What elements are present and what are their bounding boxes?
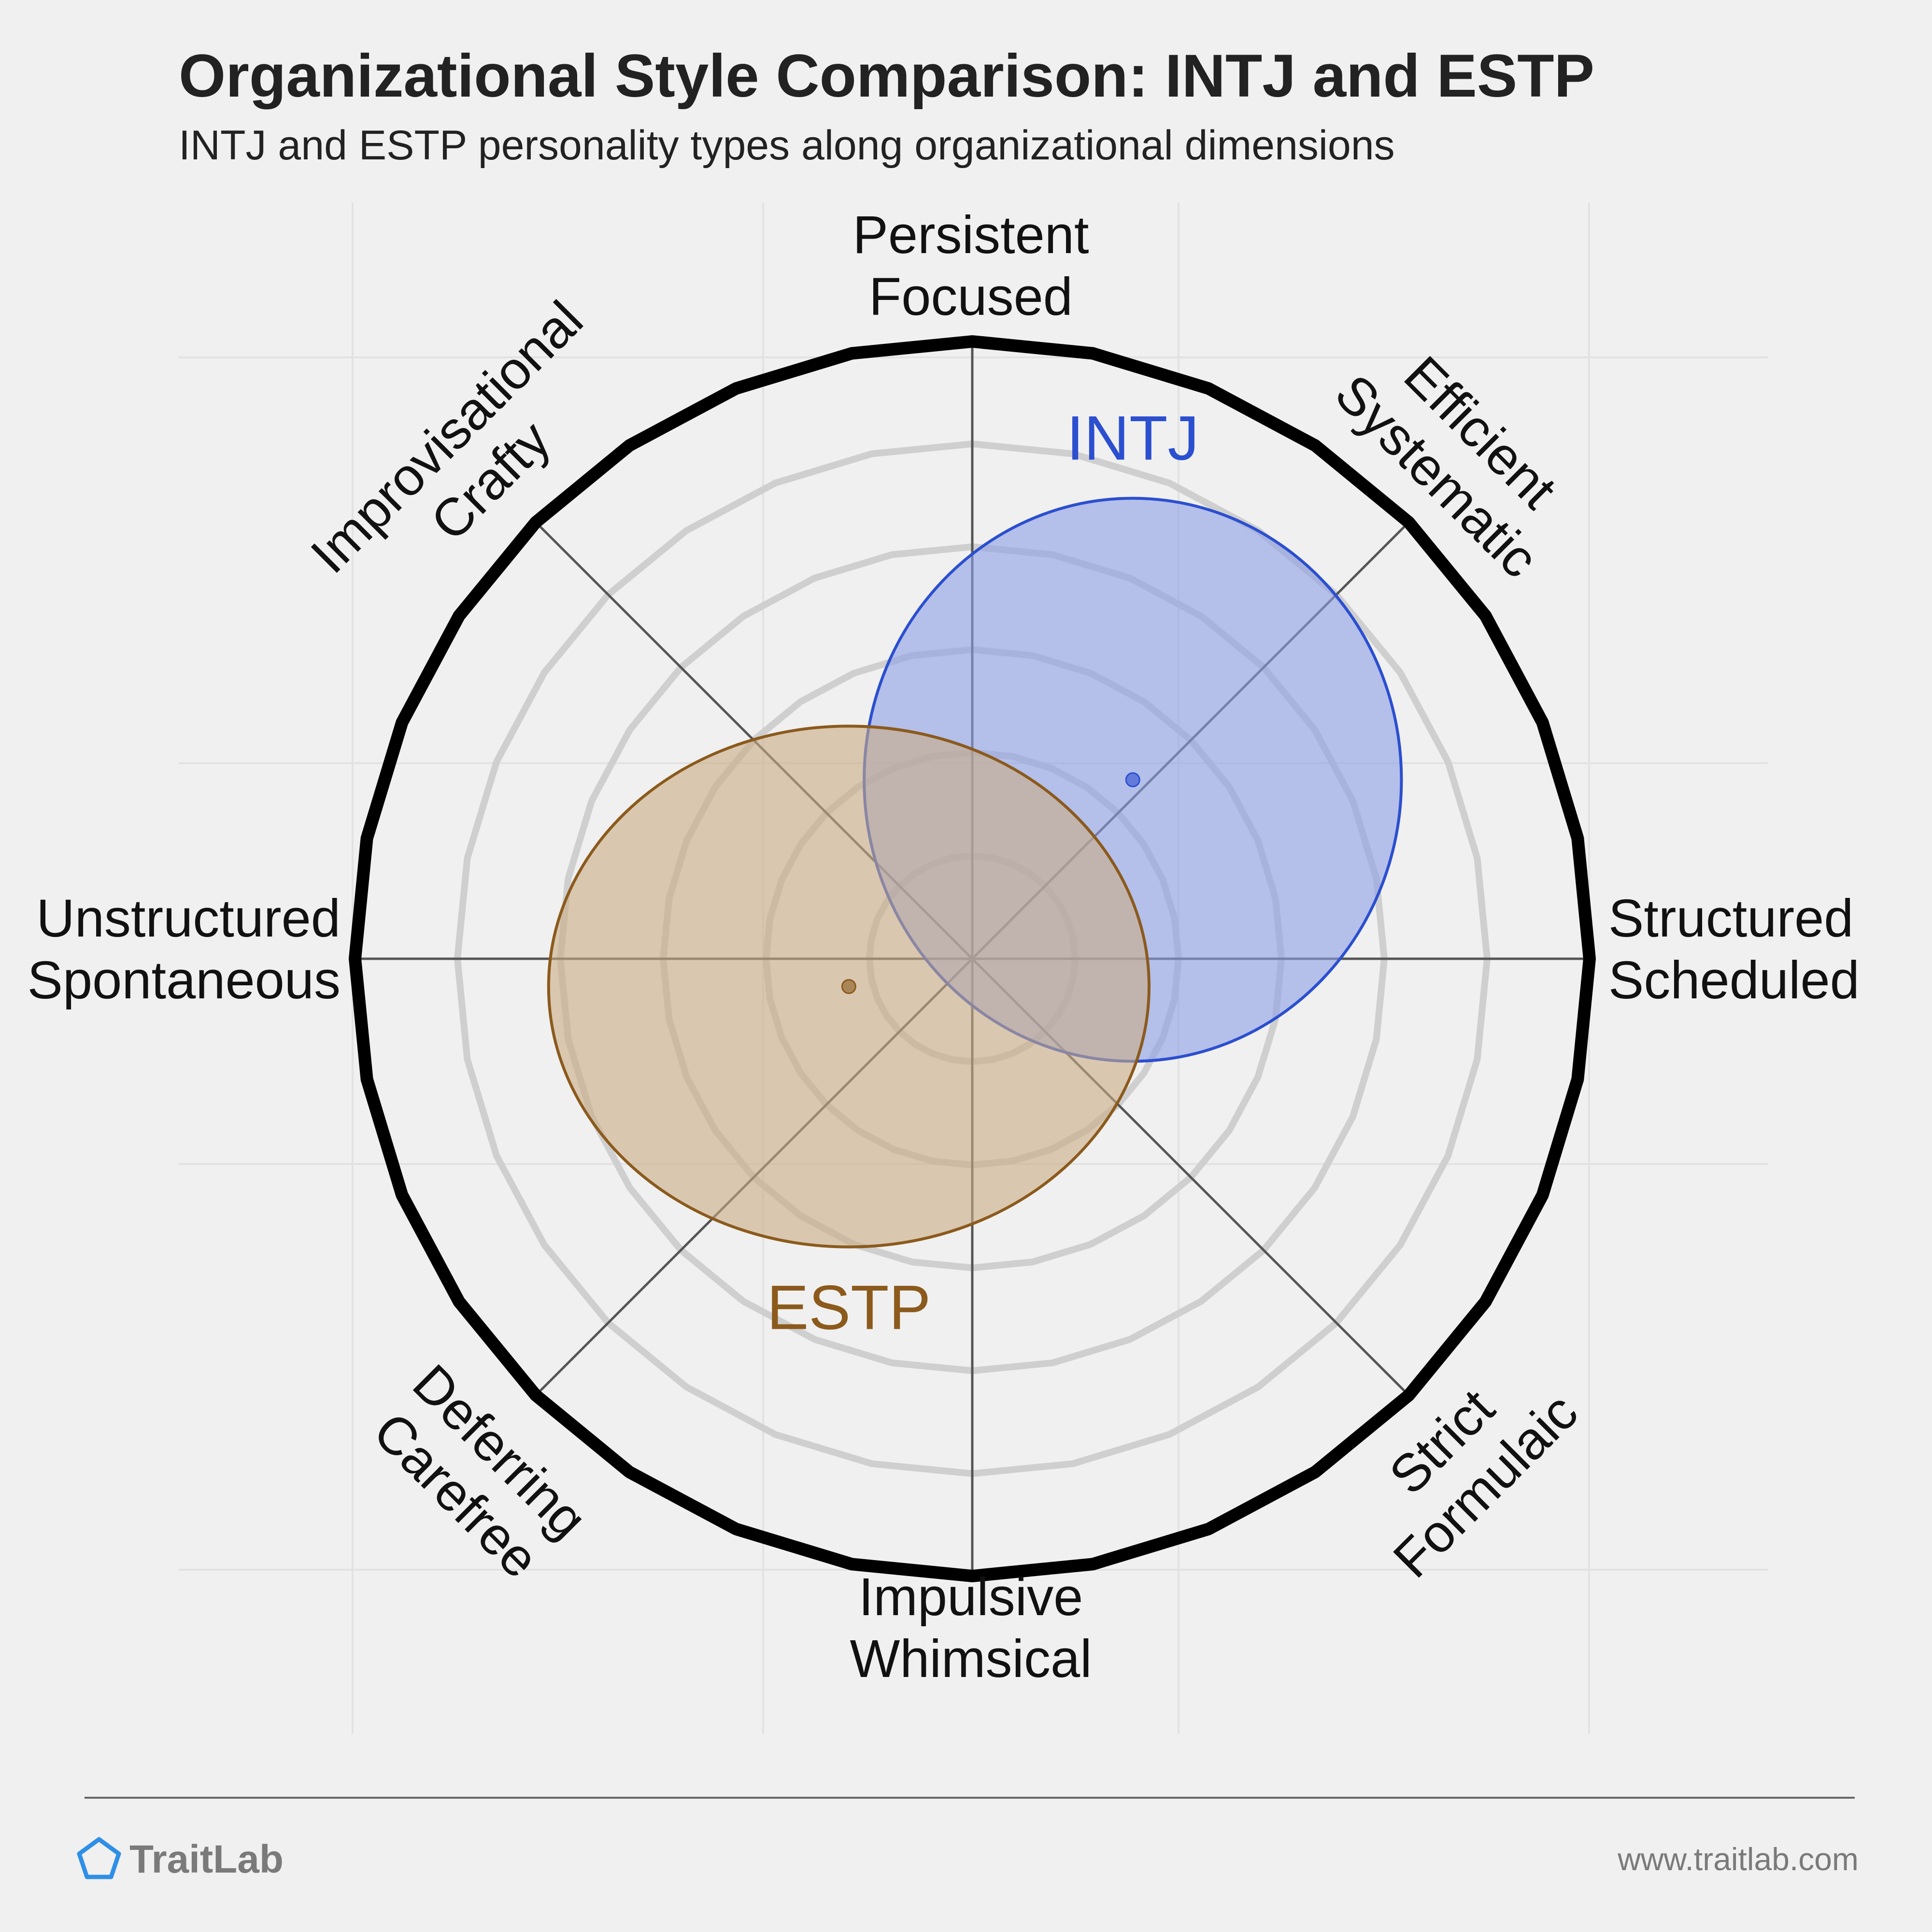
estp-label: ESTP [767,1272,931,1343]
pentagon-icon [77,1837,121,1879]
chart-subtitle: INTJ and ESTP personality types along or… [179,122,1395,169]
outer-ring [349,335,1596,1582]
axis-label-line: Focused [869,267,1073,327]
estp-center-point [841,979,856,994]
chart-title: Organizational Style Comparison: INTJ an… [179,43,1594,110]
axis-label-line: Persistent [852,205,1089,265]
series-layer: INTJ ESTP [547,403,1403,1343]
outer-boundary-ring [349,335,1596,1582]
axis-label-line: Impulsive [859,1567,1083,1627]
footer-url: www.traitlab.com [1617,1841,1859,1877]
axis-label-line: Scheduled [1608,951,1860,1010]
series-estp: ESTP [547,724,1151,1343]
footer-brand: TraitLab [129,1837,284,1881]
intj-center-point [1125,772,1140,787]
intj-label: INTJ [1066,403,1199,473]
axis-label-line: Unstructured [36,889,341,948]
axis-label-line: Structured [1608,889,1853,948]
axis-label-line: Spontaneous [28,951,341,1010]
axis-label-line: Improvisational [299,290,594,584]
axis-label-line: Whimsical [850,1629,1092,1689]
